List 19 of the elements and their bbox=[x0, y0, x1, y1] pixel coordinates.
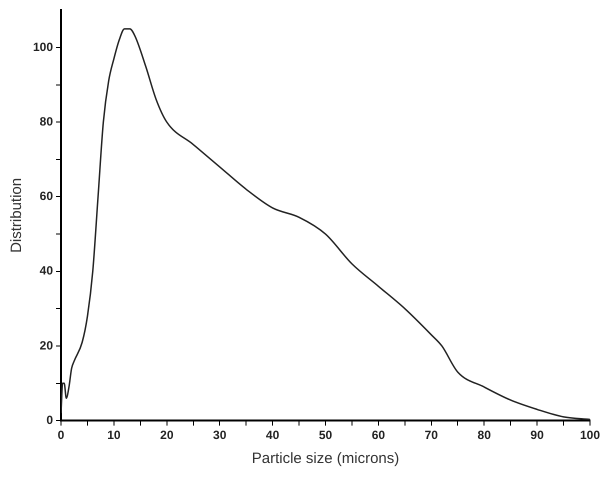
x-tick-label: 70 bbox=[424, 428, 438, 442]
y-tick-label: 20 bbox=[40, 338, 54, 352]
y-tick-label: 60 bbox=[40, 189, 54, 204]
x-tick-label: 10 bbox=[107, 428, 121, 442]
y-tick-label: 80 bbox=[40, 114, 54, 128]
x-tick-label: 90 bbox=[530, 428, 544, 442]
y-tick-label: 0 bbox=[46, 412, 54, 427]
x-tick-label: 40 bbox=[266, 428, 280, 442]
x-tick-label: 50 bbox=[318, 428, 332, 442]
x-tick-label: 30 bbox=[213, 428, 227, 442]
x-tick-label: 80 bbox=[478, 428, 492, 442]
x-tick-label: 100 bbox=[580, 428, 600, 442]
x-axis-title: Particle size (microns) bbox=[252, 450, 400, 468]
y-axis-title: Distribution bbox=[8, 178, 26, 253]
x-tick-label: 0 bbox=[58, 428, 65, 442]
y-tick-label: 40 bbox=[40, 264, 54, 278]
y-tick-label: 100 bbox=[32, 40, 54, 54]
x-tick-label: 20 bbox=[160, 428, 174, 442]
x-tick-label: 60 bbox=[372, 428, 386, 442]
